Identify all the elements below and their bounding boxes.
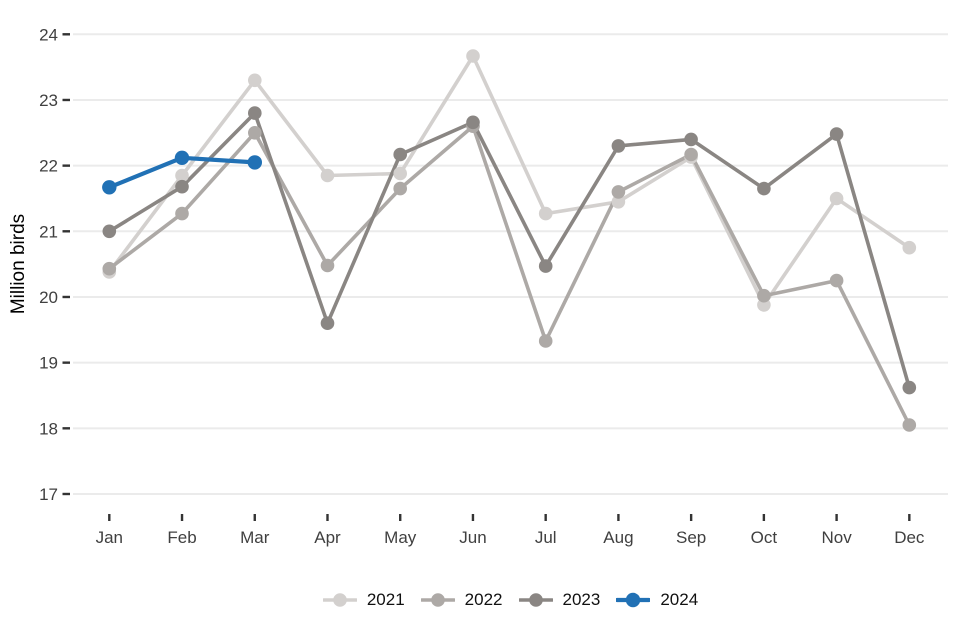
- data-point-2022: [320, 258, 335, 273]
- data-point-2024: [247, 155, 262, 170]
- series-line-2022: [107, 124, 912, 427]
- data-point-2021: [466, 49, 480, 63]
- legend-key-icon: [616, 592, 651, 608]
- x-tick-label: Dec: [894, 528, 925, 547]
- x-tick-label: Nov: [821, 528, 852, 547]
- series-line-2021: [107, 54, 912, 307]
- legend-item-2022: 2022: [420, 590, 503, 610]
- legend-label: 2024: [660, 590, 699, 609]
- y-tick-label: 22: [39, 157, 58, 176]
- legend-item-2023: 2023: [518, 590, 601, 610]
- legend-key-icon: [518, 593, 553, 607]
- x-tick-label: Jul: [535, 528, 557, 547]
- legend-label: 2022: [464, 590, 503, 609]
- data-point-2023: [829, 127, 844, 141]
- x-tick-label: Jan: [96, 528, 123, 547]
- data-point-2024: [174, 150, 190, 165]
- legend-item-2021: 2021: [322, 590, 405, 610]
- legend-label: 2023: [562, 590, 601, 609]
- data-point-2023: [466, 115, 480, 130]
- data-point-2022: [102, 261, 117, 276]
- data-point-2021: [175, 168, 189, 183]
- x-tick-label: Mar: [240, 528, 270, 547]
- data-point-2024: [102, 180, 117, 195]
- legend-key-icon: [322, 593, 357, 607]
- data-point-2023: [757, 181, 771, 196]
- y-tick-label: 18: [39, 419, 58, 438]
- data-point-2021: [320, 168, 335, 183]
- data-point-2021: [393, 166, 408, 181]
- legend-label: 2021: [366, 590, 405, 609]
- x-tick-label: May: [384, 528, 417, 547]
- data-point-2023: [611, 139, 626, 153]
- data-point-2022: [902, 418, 917, 432]
- y-axis-title: Million birds: [8, 213, 29, 315]
- y-tick-label: 24: [39, 25, 58, 44]
- legend-item-2024: 2024: [616, 590, 698, 610]
- data-point-2021: [538, 206, 553, 221]
- data-point-2022: [684, 147, 698, 162]
- x-tick-label: Apr: [314, 528, 341, 547]
- data-point-2023: [175, 179, 189, 194]
- x-tick-label: Feb: [167, 528, 196, 547]
- data-point-2023: [393, 147, 408, 162]
- data-point-2023: [248, 106, 262, 120]
- x-tick-label: Jun: [459, 528, 486, 547]
- x-tick-label: Oct: [751, 528, 778, 547]
- data-point-2021: [902, 240, 917, 255]
- x-tick-label: Sep: [676, 528, 706, 547]
- y-tick-label: 17: [39, 485, 58, 504]
- y-tick-label: 23: [39, 91, 58, 110]
- data-point-2023: [538, 259, 553, 273]
- y-tick-label: 20: [39, 288, 58, 307]
- legend: 2021 2022 2023 2024: [73, 587, 948, 613]
- data-point-2023: [102, 224, 117, 239]
- data-point-2022: [611, 185, 626, 199]
- data-point-2021: [611, 195, 626, 209]
- data-point-2022: [757, 288, 771, 303]
- legend-key-icon: [420, 593, 455, 607]
- data-point-2021: [829, 191, 844, 206]
- line-chart: 17 18 19 20 21 22 23 24 Jan Feb Mar Apr May Jun Jul Aug…: [39, 25, 948, 547]
- data-point-2022: [538, 334, 553, 348]
- data-point-2021: [248, 73, 262, 88]
- data-point-2022: [175, 206, 189, 221]
- data-point-2022: [829, 273, 844, 288]
- y-tick-label: 19: [39, 354, 58, 373]
- y-tick-label: 21: [39, 222, 58, 241]
- series-line-2023: [107, 111, 912, 390]
- data-point-2022: [393, 181, 408, 196]
- data-point-2023: [902, 380, 917, 395]
- data-point-2023: [684, 132, 698, 147]
- data-point-2023: [320, 316, 335, 331]
- data-point-2022: [248, 126, 262, 140]
- x-tick-label: Aug: [603, 528, 633, 547]
